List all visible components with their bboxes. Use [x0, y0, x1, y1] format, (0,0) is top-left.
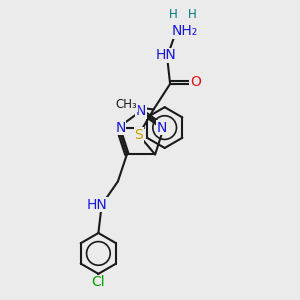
Text: H: H: [188, 8, 197, 21]
Text: S: S: [134, 128, 143, 142]
Text: N: N: [136, 104, 146, 118]
Text: HN: HN: [86, 197, 107, 212]
Text: N: N: [156, 121, 167, 135]
Text: H: H: [169, 8, 178, 21]
Text: HN: HN: [155, 48, 176, 62]
Text: Cl: Cl: [92, 275, 105, 289]
Text: N: N: [116, 121, 126, 135]
Text: NH₂: NH₂: [171, 24, 198, 38]
Text: CH₃: CH₃: [116, 98, 137, 111]
Text: O: O: [190, 75, 201, 89]
